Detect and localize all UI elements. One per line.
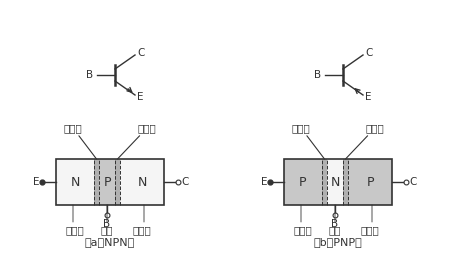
- Text: C: C: [181, 177, 188, 187]
- Text: C: C: [409, 177, 416, 187]
- Text: 集电结: 集电结: [118, 123, 156, 159]
- Text: N: N: [331, 176, 340, 188]
- Text: P: P: [299, 176, 307, 188]
- Text: 集电区: 集电区: [133, 225, 151, 235]
- Text: 基区: 基区: [329, 225, 341, 235]
- Bar: [327, 159, 343, 205]
- Bar: [343, 159, 348, 205]
- Text: 发射结: 发射结: [291, 123, 325, 159]
- Bar: [284, 159, 392, 205]
- Bar: [56, 159, 94, 205]
- Text: B: B: [314, 70, 321, 80]
- Text: N: N: [137, 176, 147, 188]
- Text: （a）NPN型: （a）NPN型: [85, 237, 135, 247]
- Text: 基区: 基区: [101, 225, 113, 235]
- Text: E: E: [137, 92, 143, 102]
- Bar: [115, 159, 120, 205]
- Text: 集电结: 集电结: [345, 123, 385, 159]
- Bar: [322, 159, 327, 205]
- Bar: [56, 159, 164, 205]
- Text: （b）PNP型: （b）PNP型: [314, 237, 362, 247]
- Text: E: E: [33, 177, 39, 187]
- Text: E: E: [365, 92, 371, 102]
- Text: N: N: [70, 176, 80, 188]
- Text: 发射区: 发射区: [294, 225, 312, 235]
- Bar: [284, 159, 322, 205]
- Text: B: B: [331, 219, 339, 229]
- Text: P: P: [103, 176, 111, 188]
- Text: C: C: [365, 48, 372, 58]
- Bar: [348, 159, 392, 205]
- Text: 发射区: 发射区: [66, 225, 84, 235]
- Text: C: C: [137, 48, 144, 58]
- Text: E: E: [261, 177, 267, 187]
- Text: B: B: [104, 219, 111, 229]
- Text: P: P: [366, 176, 374, 188]
- Text: 发射结: 发射结: [64, 123, 97, 159]
- Text: 集电区: 集电区: [360, 225, 380, 235]
- Bar: [99, 159, 115, 205]
- Bar: [94, 159, 99, 205]
- Bar: [120, 159, 164, 205]
- Text: B: B: [86, 70, 93, 80]
